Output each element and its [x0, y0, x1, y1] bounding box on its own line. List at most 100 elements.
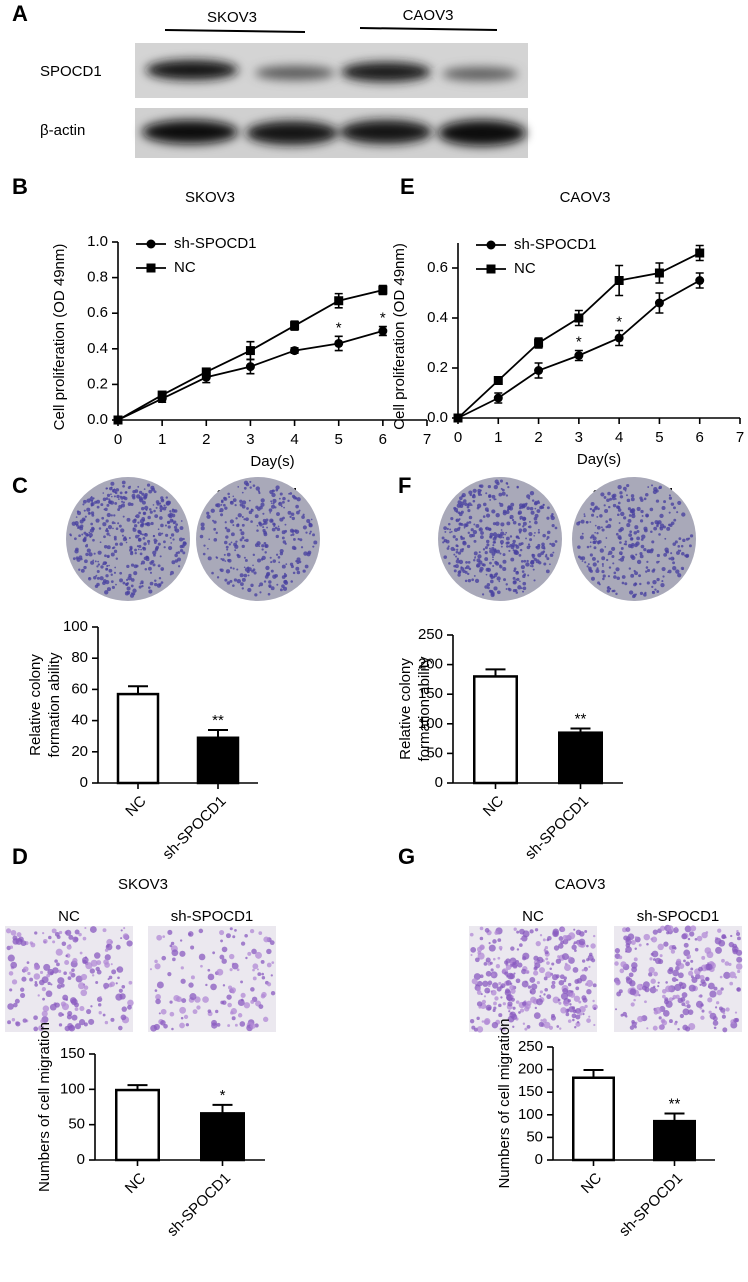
colony: [656, 577, 660, 582]
colony: [609, 497, 613, 501]
colony: [129, 593, 135, 598]
x-tick-label: sh-SPOCD1: [164, 1170, 234, 1240]
colony: [262, 526, 265, 529]
colony: [658, 485, 663, 490]
colony: [471, 578, 475, 582]
colony: [245, 517, 249, 522]
colony: [650, 548, 654, 552]
cell: [240, 941, 246, 946]
cell: [690, 975, 694, 979]
colony: [489, 589, 494, 594]
bar: [196, 736, 240, 785]
cell: [737, 969, 741, 974]
colony: [153, 509, 156, 513]
colony: [618, 536, 622, 540]
cell: [507, 972, 514, 980]
marker: [493, 376, 503, 385]
colony: [126, 517, 131, 522]
colony: [530, 510, 535, 515]
colony: [650, 484, 654, 487]
colony: [472, 488, 477, 493]
cell: [170, 941, 175, 946]
colony: [110, 514, 113, 517]
colony: [306, 518, 311, 524]
y-axis-label: Cell proliferation (OD 49nm): [51, 244, 68, 431]
cell: [171, 1027, 174, 1031]
colony: [133, 524, 138, 528]
cell: [23, 966, 29, 972]
colony: [543, 562, 547, 566]
y-axis-label: Cell proliferation (OD 49nm): [391, 243, 408, 430]
cell: [236, 968, 240, 972]
annotation: *: [380, 310, 386, 327]
cell: [196, 1005, 201, 1010]
cell: [228, 953, 235, 960]
cell: [109, 981, 116, 987]
colony: [498, 502, 501, 505]
colony: [152, 563, 156, 567]
cell: [179, 950, 186, 957]
cell: [512, 1025, 515, 1028]
cell: [719, 975, 723, 979]
cell: [658, 1016, 662, 1020]
colony: [449, 531, 452, 534]
colony: [639, 552, 643, 556]
colony: [659, 523, 665, 528]
colony: [633, 531, 638, 535]
cell: [701, 955, 706, 960]
colony: [108, 568, 113, 573]
cell: [592, 999, 595, 1003]
colony: [549, 542, 552, 545]
cell: [689, 931, 695, 937]
cell: [646, 1027, 649, 1030]
cell: [11, 979, 18, 985]
colony: [89, 528, 95, 533]
colony: [241, 587, 244, 590]
x-tick-label: 7: [423, 431, 431, 448]
cell: [237, 999, 245, 1007]
colony: [476, 558, 481, 563]
cell: [668, 997, 674, 1002]
cell: [576, 977, 583, 984]
marker: [378, 285, 388, 295]
cell: [231, 990, 235, 994]
cell: [222, 984, 226, 987]
cell: [685, 961, 690, 967]
cell: [212, 951, 216, 955]
cell: [625, 927, 631, 932]
colony: [295, 566, 300, 571]
colony: [117, 522, 120, 525]
colony: [633, 583, 637, 587]
colony: [220, 504, 223, 506]
cell: [628, 972, 634, 978]
cell: [47, 981, 51, 986]
colony: [485, 567, 490, 572]
colony: [207, 556, 212, 561]
group-line: [164, 29, 306, 33]
colony: [511, 518, 515, 522]
colony: [601, 565, 604, 567]
y-axis-label: Relative colony formation ability: [397, 656, 433, 762]
cell: [592, 983, 597, 988]
colony: [160, 496, 164, 500]
cell: [126, 940, 133, 947]
cell: [72, 957, 78, 964]
colony: [672, 558, 675, 560]
colony: [668, 496, 673, 500]
bar: [653, 1119, 696, 1162]
error-bar: [664, 1112, 685, 1122]
colony: [487, 527, 492, 531]
cell: [509, 984, 515, 991]
cell: [30, 942, 36, 948]
cell: [232, 935, 236, 939]
cell: [120, 929, 123, 932]
cell: [20, 940, 27, 947]
cell: [535, 941, 541, 947]
colony: [232, 498, 237, 502]
colony: [179, 548, 184, 553]
colony: [643, 497, 647, 501]
colony: [259, 505, 263, 510]
colony: [137, 521, 140, 524]
cell: [110, 940, 113, 944]
cell: [558, 943, 564, 949]
